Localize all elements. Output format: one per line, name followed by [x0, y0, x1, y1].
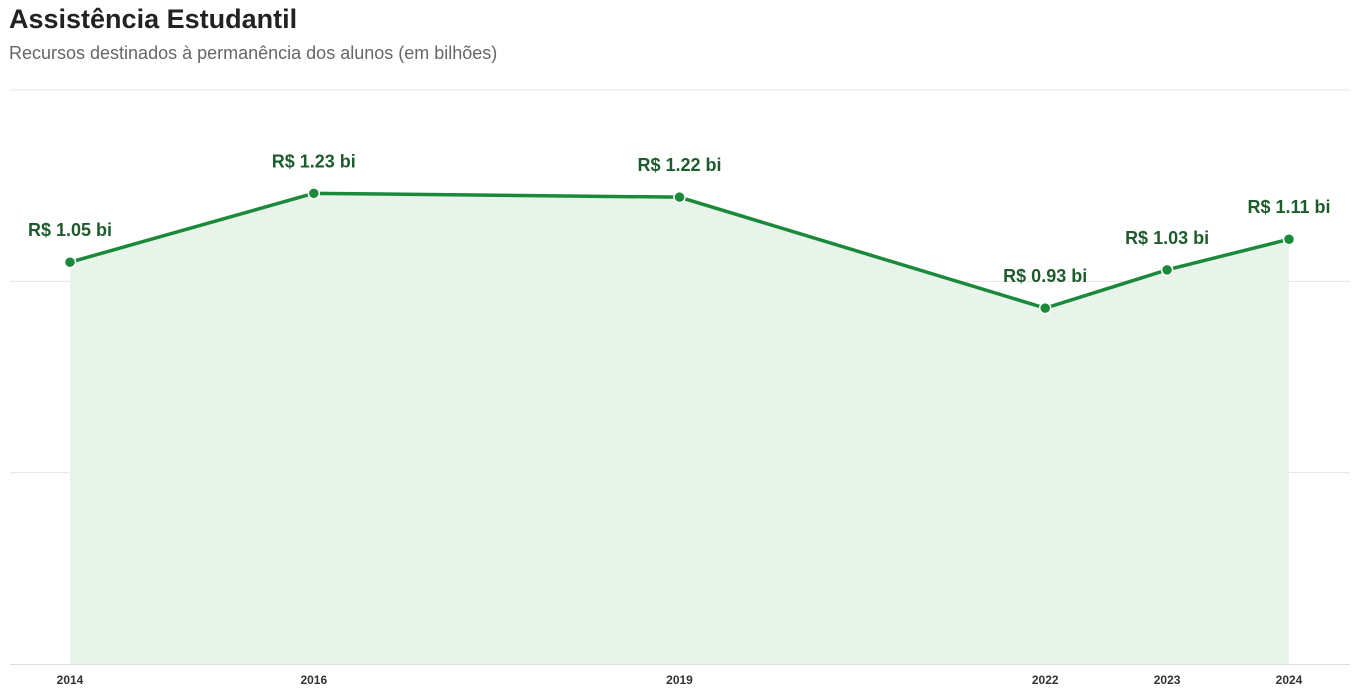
data-label-2024: R$ 1.11 bi: [1247, 197, 1330, 217]
x-tick-2019: 2019: [666, 673, 693, 687]
points-layer: [63, 187, 1296, 315]
data-point-2023: [1160, 263, 1174, 277]
data-label-2019: R$ 1.22 bi: [637, 155, 721, 175]
chart-subtitle: Recursos destinados à permanência dos al…: [9, 43, 498, 63]
x-tick-2014: 2014: [57, 673, 84, 687]
data-label-2014: R$ 1.05 bi: [28, 220, 112, 240]
area-fill-layer: [70, 193, 1289, 664]
x-tick-2023: 2023: [1154, 673, 1181, 687]
line-layer: [68, 191, 1291, 310]
x-tick-2016: 2016: [300, 673, 327, 687]
data-point-2014: [63, 255, 77, 269]
data-labels-layer: R$ 1.05 bi R$ 1.23 bi R$ 1.22 bi R$ 0.93 bi…: [28, 151, 1331, 286]
data-point-2022: [1038, 301, 1052, 315]
x-tick-2022: 2022: [1032, 673, 1059, 687]
chart-title: Assistência Estudantil: [9, 4, 298, 34]
data-label-2016: R$ 1.23 bi: [272, 151, 356, 171]
x-axis-ticks: 2014 2016 2019 2022 2023 2024: [57, 673, 1303, 687]
series-line: [68, 191, 1291, 310]
x-tick-2024: 2024: [1276, 673, 1303, 687]
data-point-2024: [1282, 232, 1296, 246]
data-label-2022: R$ 0.93 bi: [1003, 266, 1087, 286]
data-point-2016: [307, 187, 321, 200]
series-area: [70, 193, 1289, 664]
data-label-2023: R$ 1.03 bi: [1125, 228, 1209, 248]
data-point-2019: [673, 190, 686, 204]
